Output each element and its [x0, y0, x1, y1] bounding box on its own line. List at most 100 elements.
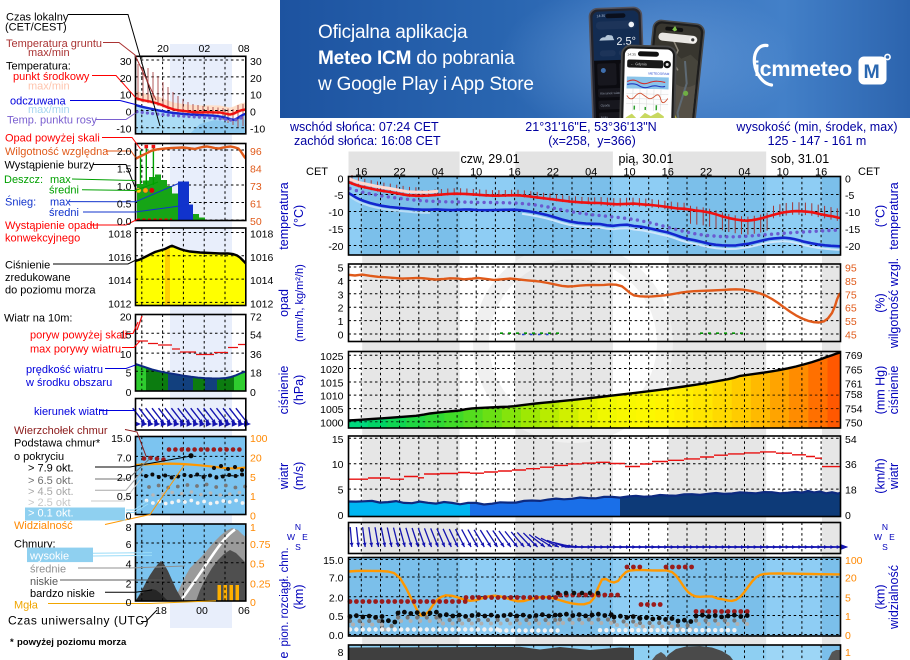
svg-text:max/min: max/min	[28, 47, 70, 59]
svg-text:← Gdynia: ← Gdynia	[631, 62, 647, 66]
svg-text:30: 30	[250, 56, 262, 68]
svg-text:15: 15	[332, 434, 344, 446]
svg-text:10: 10	[777, 167, 789, 179]
svg-text:54: 54	[250, 329, 262, 341]
svg-text:Kierunek wiatru: Kierunek wiatru	[600, 91, 622, 96]
svg-text:Wystąpienie opadu: Wystąpienie opadu	[5, 220, 98, 232]
svg-text:zredukowane: zredukowane	[5, 272, 70, 284]
svg-text:CET: CET	[858, 166, 880, 178]
svg-text:Wilgotność względna: Wilgotność względna	[5, 146, 109, 158]
svg-text:-20: -20	[845, 241, 860, 253]
svg-text:22: 22	[393, 167, 405, 179]
svg-text:20: 20	[250, 73, 262, 85]
svg-text:30: 30	[120, 56, 132, 68]
svg-text:6: 6	[126, 539, 132, 551]
svg-text:84: 84	[250, 164, 262, 176]
svg-text:powyżej poziomu morza: powyżej poziomu morza	[17, 637, 127, 648]
svg-text:> 2.5 okt: > 2.5 okt	[28, 497, 71, 509]
svg-text:do poziomu morza: do poziomu morza	[5, 284, 96, 296]
svg-text:(°C): (°C)	[874, 205, 888, 227]
svg-text:08: 08	[238, 43, 250, 55]
svg-text:8: 8	[126, 522, 132, 534]
svg-text:M: M	[864, 61, 880, 83]
svg-text:10: 10	[120, 90, 132, 102]
svg-text:0: 0	[338, 330, 344, 342]
svg-text:*: *	[10, 637, 14, 648]
svg-text:73: 73	[250, 181, 262, 193]
svg-text:Opady: Opady	[601, 103, 611, 107]
svg-text:1.5: 1.5	[117, 164, 132, 176]
svg-text:Oficjalna aplikacja: Oficjalna aplikacja	[318, 22, 468, 43]
svg-text:54: 54	[845, 434, 857, 446]
svg-text:1012: 1012	[108, 298, 132, 310]
svg-text:1010: 1010	[320, 391, 344, 403]
svg-text:Temperatura gruntu: Temperatura gruntu	[6, 38, 102, 50]
svg-text:o pokryciu: o pokryciu	[14, 451, 64, 463]
svg-text:22: 22	[700, 167, 712, 179]
svg-text:02: 02	[199, 43, 211, 55]
svg-text:-10: -10	[116, 124, 131, 136]
svg-text:(°C): (°C)	[292, 205, 306, 227]
svg-text:wschód słońca: 07:24 CET: wschód słońca: 07:24 CET	[289, 120, 439, 134]
svg-text:max/min: max/min	[28, 81, 70, 93]
svg-text:1: 1	[338, 316, 344, 328]
svg-text:2: 2	[126, 578, 132, 590]
svg-text:0: 0	[126, 107, 132, 119]
svg-text:Temperatura:: Temperatura:	[6, 61, 71, 73]
svg-text:16: 16	[815, 167, 827, 179]
svg-text:Opad powyżej skali: Opad powyżej skali	[5, 133, 100, 145]
svg-text:00: 00	[196, 605, 208, 617]
svg-text:96: 96	[250, 146, 262, 158]
svg-text:5: 5	[845, 592, 851, 604]
svg-text:(km): (km)	[292, 585, 306, 610]
svg-text:1: 1	[845, 647, 851, 659]
svg-text:5: 5	[338, 263, 344, 275]
svg-text:95: 95	[845, 263, 857, 275]
svg-text:10: 10	[250, 90, 262, 102]
svg-text:(mm/h, kg/m²/h): (mm/h, kg/m²/h)	[294, 264, 306, 342]
svg-text:100: 100	[250, 433, 268, 445]
svg-text:85: 85	[845, 276, 857, 288]
svg-text:bardzo niskie: bardzo niskie	[30, 588, 95, 600]
svg-text:Wiatr na 10m:: Wiatr na 10m:	[4, 313, 72, 325]
svg-text:75: 75	[845, 289, 857, 301]
svg-text:1005: 1005	[320, 404, 344, 416]
svg-text:0: 0	[250, 597, 256, 609]
svg-text:16: 16	[662, 167, 674, 179]
svg-text:Śnieg:: Śnieg:	[5, 195, 36, 208]
svg-text:-10: -10	[250, 124, 265, 136]
svg-text:0.5: 0.5	[329, 611, 344, 623]
svg-text:pią, 30.01: pią, 30.01	[619, 152, 674, 166]
svg-text:(km): (km)	[874, 585, 888, 610]
svg-text:10: 10	[120, 349, 132, 361]
svg-text:4: 4	[126, 559, 132, 571]
svg-text:wilgotność wzgl.: wilgotność wzgl.	[887, 258, 901, 349]
svg-text:65: 65	[845, 303, 857, 315]
svg-text:0.5: 0.5	[117, 491, 132, 503]
svg-text:sob, 31.01: sob, 31.01	[771, 152, 829, 166]
svg-text:(x=258, y=366): (x=258, y=366)	[548, 134, 636, 148]
svg-text:-15: -15	[845, 224, 860, 236]
svg-text:> 4.5 okt.: > 4.5 okt.	[28, 486, 74, 498]
svg-text:2.0: 2.0	[117, 472, 132, 484]
svg-text:50: 50	[250, 216, 262, 228]
svg-text:-15: -15	[328, 224, 343, 236]
svg-text:Temp. punktu rosy: Temp. punktu rosy	[7, 115, 97, 127]
svg-text:1015: 1015	[320, 378, 344, 390]
svg-text:Ciśnienie: Ciśnienie	[5, 259, 50, 271]
svg-text:wiatr: wiatr	[277, 463, 291, 490]
svg-text:3: 3	[338, 289, 344, 301]
svg-text:15.0: 15.0	[323, 555, 344, 567]
svg-text:0: 0	[250, 511, 256, 523]
svg-text:36: 36	[250, 349, 262, 361]
svg-text:1025: 1025	[320, 351, 344, 363]
svg-text:CET: CET	[306, 166, 328, 178]
svg-text:45: 45	[845, 330, 857, 342]
svg-text:22: 22	[547, 167, 559, 179]
svg-text:-20: -20	[328, 241, 343, 253]
svg-text:pion. rozciągł. chm.: pion. rozciągł. chm.	[279, 547, 291, 646]
svg-text:poryw powyżej skali: poryw powyżej skali	[30, 329, 127, 341]
svg-text:temperatura: temperatura	[887, 182, 901, 249]
svg-text:kierunek wiatru: kierunek wiatru	[34, 406, 108, 418]
svg-text:2.0: 2.0	[117, 146, 132, 158]
